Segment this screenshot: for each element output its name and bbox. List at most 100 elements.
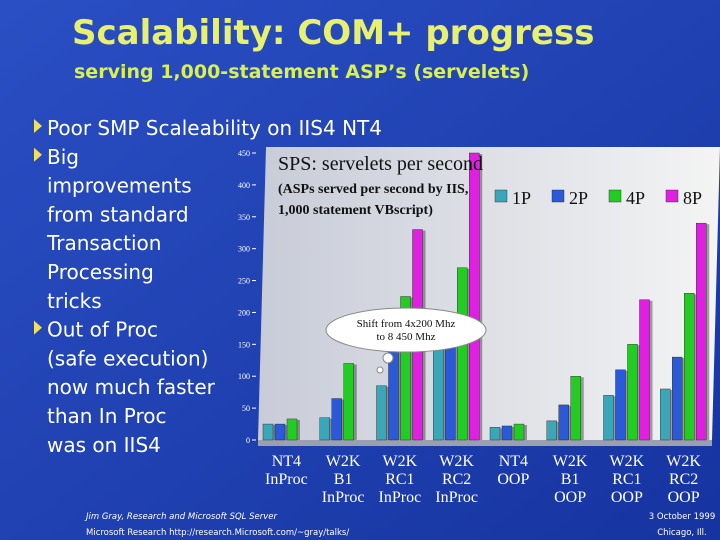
bullet-text: Big [47, 145, 79, 169]
legend-swatch [551, 189, 565, 203]
bullet-marker [34, 320, 42, 335]
x-tick-label: B1 [334, 471, 353, 488]
bar [319, 417, 330, 441]
bar-side [512, 426, 515, 440]
x-tick-label: InProc [379, 489, 422, 506]
bar [684, 293, 695, 441]
bar-side [341, 399, 345, 440]
x-tick-label: W2K [326, 453, 361, 470]
bullet-text: Processing [47, 260, 154, 284]
x-tick-label: OOP [611, 489, 643, 506]
footer: Jim Gray, Research and Microsoft SQL Ser… [84, 512, 715, 538]
x-tick-label: W2K [553, 453, 588, 470]
bar-side [580, 377, 584, 440]
bullet-text: Poor SMP Scaleability on IIS4 NT4 [47, 116, 382, 140]
bar-side [649, 300, 653, 440]
legend-label: 8P [683, 188, 702, 208]
bar [331, 398, 342, 441]
x-tick-label: InProc [322, 489, 365, 506]
bullet-marker [34, 147, 42, 162]
bar-side [386, 386, 390, 440]
bar-side [670, 389, 674, 440]
plot-floor [258, 440, 712, 446]
chart-subtitle: (ASPs served per second by IIS, [278, 182, 468, 197]
bar-side [297, 419, 300, 440]
footer-text: 3 October 1999 [649, 512, 715, 522]
bar-side [353, 364, 357, 440]
chart-title: SPS: servelets per second [278, 153, 483, 175]
bar-side [637, 345, 641, 440]
y-tick-label: 100 [238, 372, 250, 381]
footer-text: Chicago, Ill. [657, 528, 707, 538]
bar [433, 347, 444, 441]
x-tick-label: W2K [383, 453, 418, 470]
x-tick-label: OOP [668, 489, 700, 506]
bar-side [625, 370, 629, 440]
x-tick-label: OOP [497, 471, 529, 488]
bar [558, 404, 569, 441]
bar [400, 296, 411, 441]
callout-dot [376, 366, 384, 374]
x-tick-label: B1 [561, 471, 580, 488]
bar-side [455, 332, 459, 440]
bullet-text: from standard [47, 202, 189, 226]
legend-label: 4P [626, 188, 645, 208]
bar [262, 423, 274, 441]
y-tick-label: 0 [246, 436, 250, 445]
bar-side [398, 351, 402, 440]
bar [501, 425, 513, 441]
bullet-text: than In Proc [47, 404, 166, 428]
bar [627, 344, 638, 441]
x-tick-label: RC1 [612, 471, 641, 488]
bar-side [479, 154, 483, 440]
bullet-text: was on IIS4 [47, 433, 161, 457]
bar-side [556, 421, 560, 440]
x-tick-label: NT4 [272, 453, 301, 470]
bullet-text: Out of Proc [47, 318, 158, 342]
bar-side [694, 294, 698, 440]
chart: 050100150200250300350400450NT4InProcW2KB… [238, 147, 720, 506]
footer-text: Microsoft Research http://research.Micro… [86, 528, 349, 538]
bar-side [706, 224, 710, 440]
bar-side [613, 396, 617, 440]
bullet-text: improvements [47, 174, 192, 198]
x-tick-label: InProc [435, 489, 478, 506]
legend-swatch [608, 189, 622, 203]
bar [513, 423, 525, 441]
annotation: Shift from 4x200 Mhz [357, 318, 456, 330]
bar [343, 363, 354, 441]
bar [639, 299, 650, 441]
chart-subtitle: 1,000 statement VBscript) [278, 203, 433, 218]
x-tick-label: NT4 [499, 453, 528, 470]
bar-side [285, 425, 288, 440]
bar [376, 385, 387, 441]
bullet-text: now much faster [47, 375, 216, 399]
bar [469, 152, 480, 441]
bullets: Poor SMP Scaleability on IIS4 NT4 Big impr… [34, 116, 382, 457]
bar [457, 267, 468, 441]
annotation: to 8 450 Mhz [377, 331, 436, 343]
bar-side [467, 268, 471, 440]
bar-side [410, 297, 414, 440]
bar-side [500, 428, 503, 440]
callout-dot [382, 352, 394, 364]
slide-title: Scalability: COM+ progress [72, 13, 594, 53]
plot-area [258, 147, 720, 440]
x-tick-label: OOP [554, 489, 586, 506]
x-tick-label: W2K [439, 453, 474, 470]
bar [286, 418, 298, 441]
legend-swatch [494, 189, 508, 203]
bar-side [682, 358, 686, 440]
bar-side [524, 425, 527, 440]
y-tick-label: 400 [238, 181, 250, 190]
bullet-text: Transaction [46, 231, 161, 255]
bar [615, 369, 626, 441]
bullet-marker [34, 119, 42, 133]
bar [603, 395, 614, 441]
slide-subtitle: serving 1,000-statement ASP’s (servelets… [74, 61, 529, 83]
x-tick-label: W2K [666, 453, 701, 470]
bar [696, 222, 707, 441]
bar [489, 427, 501, 441]
x-tick-label: InProc [265, 471, 308, 488]
